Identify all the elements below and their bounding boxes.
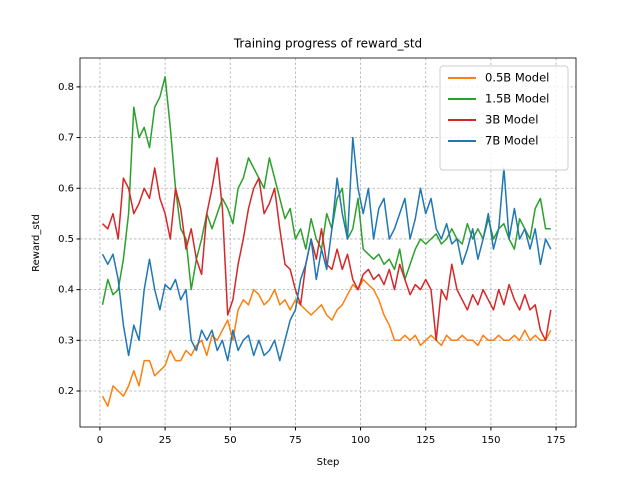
x-tick-label: 150	[481, 435, 500, 446]
y-axis-label: Reward_std	[31, 214, 42, 272]
y-tick-label: 0.3	[58, 335, 74, 346]
y-tick-label: 0.6	[58, 183, 74, 194]
x-tick-label: 125	[416, 435, 435, 446]
legend-label: 3B Model	[485, 113, 538, 127]
series-line	[101, 278, 552, 407]
y-tick-label: 0.2	[58, 386, 74, 397]
series-line	[101, 76, 551, 305]
plot-frame	[79, 57, 577, 428]
y-tick-label: 0.7	[58, 133, 74, 144]
y-tick-label: 0.4	[58, 285, 74, 296]
y-tick-label: 0.5	[58, 234, 74, 245]
legend-box	[439, 65, 569, 171]
legend-label: 1.5B Model	[485, 92, 549, 106]
x-tick-label: 75	[289, 435, 302, 446]
legend: 0.5B Model 1.5B Model 3B Model 7B Model	[439, 65, 569, 171]
legend-label: 0.5B Model	[485, 71, 549, 85]
x-tick-label: 50	[224, 435, 237, 446]
x-tick-label: 0	[97, 435, 103, 446]
x-tick-label: 25	[159, 435, 172, 446]
x-tick-label: 175	[547, 435, 566, 446]
x-tick-label: 100	[351, 435, 370, 446]
legend-label: 7B Model	[485, 134, 538, 148]
series-line	[101, 157, 552, 342]
x-axis-label: Step	[317, 457, 340, 468]
series-line	[101, 136, 552, 362]
y-tick-label: 0.8	[58, 82, 74, 93]
chart-title: Training progress of reward_std	[233, 37, 422, 51]
